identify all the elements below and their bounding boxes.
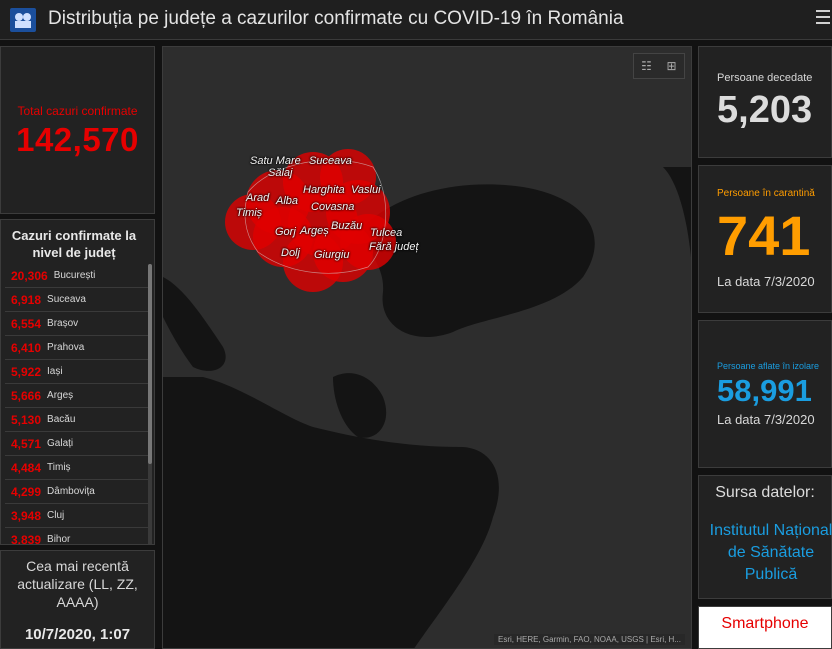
map-label-satu-mare: Satu Mare [250,155,301,167]
legend-list-icon[interactable]: ☷ [641,59,652,73]
county-name: Timiș [47,462,71,473]
map-label-arges: Argeș [300,225,329,237]
deaths-value: 5,203 [717,89,813,131]
county-row[interactable]: 5,130 Bacău [5,408,148,432]
county-name: Prahova [47,342,85,353]
county-name: Brașov [47,318,79,329]
quarantine-value: 741 [717,204,811,267]
isolation-panel: Persoane aflate în izolare 58,991 La dat… [698,320,832,468]
county-row[interactable]: 3,948 Cluj [5,504,148,528]
last-update-label: Cea mai recentă actualizare (LL, ZZ, AAA… [17,558,138,610]
deaths-panel: Persoane decedate 5,203 [698,46,832,158]
map-label-fara-judet: Fără județ [369,241,419,253]
county-case-count: 5,666 [11,388,42,403]
county-case-count: 4,484 [11,460,42,475]
data-source-label: Sursa datelor: [715,484,815,501]
map-label-gorj: Gorj [275,226,296,238]
county-cases-panel: Cazuri confirmate la nivel de județ 20,3… [0,219,155,545]
county-row[interactable]: 5,922 Iași [5,360,148,384]
county-case-count: 20,306 [11,268,48,283]
county-case-count: 5,130 [11,412,42,427]
isolation-value: 58,991 [717,373,812,408]
map-label-harghita: Harghita [303,184,345,196]
last-update-panel: Cea mai recentă actualizare (LL, ZZ, AAA… [0,550,155,649]
county-row[interactable]: 6,554 Brașov [5,312,148,336]
map-label-timis: Timiș [236,207,263,219]
county-case-count: 4,299 [11,484,42,499]
page-title: Distribuția pe județe a cazurilor confir… [48,8,624,29]
county-case-count: 6,410 [11,340,42,355]
county-case-count: 3,839 [11,532,42,545]
map-label-dolj: Dolj [281,247,300,259]
ministry-logo-icon [10,8,36,32]
county-case-count: 6,554 [11,316,42,331]
county-row[interactable]: 4,299 Dâmbovița [5,480,148,504]
basemap [163,47,691,648]
county-list-heading: Cazuri confirmate la nivel de județ [11,228,137,260]
map-label-buzau: Buzău [331,220,363,232]
map-label-tulcea: Tulcea [370,227,403,239]
data-source-link[interactable]: Institutul Național de Sănătate Publică [709,522,832,583]
total-cases-panel: Total cazuri confirmate 142,570 [0,46,155,214]
county-row[interactable]: 6,918 Suceava [5,288,148,312]
county-name: Iași [47,366,63,377]
deaths-label: Persoane decedate [717,72,813,84]
county-name: Argeș [47,390,74,401]
quarantine-panel: Persoane în carantină 741 La data 7/3/20… [698,165,832,313]
last-update-value: 10/7/2020, 1:07 [24,626,131,643]
county-list: 20,306 București 6,918 Suceava 6,554 Brașov 6,… [5,264,148,545]
isolation-date: La data 7/3/2020 [717,412,815,427]
map-label-suceava: Suceava [309,155,352,167]
county-row[interactable]: 4,484 Timiș [5,456,148,480]
county-row[interactable]: 20,306 București [5,264,148,288]
map-label-vaslui: Vaslui [351,184,381,196]
map-label-alba: Alba [276,195,299,207]
map-label-giurgiu: Giurgiu [314,249,350,261]
quarantine-label: Persoane în carantină [717,188,815,199]
map-controls: ☷ ⊞ [633,53,685,79]
county-name: Suceava [47,294,86,305]
county-case-count: 6,918 [11,292,42,307]
hamburger-menu-icon[interactable] [816,10,830,26]
county-row[interactable]: 4,571 Galați [5,432,148,456]
map-label-arad: Arad [246,192,270,204]
map-view[interactable]: ☷ ⊞ Satu Mare Suceava Sălaj Harghita Vas… [162,46,692,649]
county-row[interactable]: 3,839 Bihor [5,528,148,545]
county-row[interactable]: 6,410 Prahova [5,336,148,360]
county-name: Cluj [47,510,65,521]
county-case-count: 3,948 [11,508,42,523]
quarantine-date: La data 7/3/2020 [717,274,815,289]
county-name: Bihor [47,534,71,545]
county-name: Galați [47,438,74,449]
data-source-panel: Sursa datelor: Institutul Național de Să… [698,475,832,599]
isolation-label: Persoane aflate în izolare [717,361,820,371]
header-bar: Distribuția pe județe a cazurilor confir… [0,0,832,40]
smartphone-link[interactable]: Smartphone [721,615,809,632]
basemap-grid-icon[interactable]: ⊞ [666,59,677,73]
total-cases-label: Total cazuri confirmate [17,104,138,118]
county-case-count: 5,922 [11,364,42,379]
county-case-count: 4,571 [11,436,42,451]
county-name: București [53,270,96,281]
map-attribution[interactable]: Esri, HERE, Garmin, FAO, NOAA, USGS | Es… [494,634,685,645]
scrollbar-thumb[interactable] [148,264,152,464]
county-name: Dâmbovița [47,486,95,497]
county-list-scrollbar[interactable] [148,264,152,544]
county-name: Bacău [47,414,76,425]
map-label-covasna: Covasna [311,201,355,213]
total-cases-value: 142,570 [16,121,139,158]
smartphone-panel[interactable]: Smartphone [698,606,832,649]
map-label-salaj: Sălaj [268,167,293,179]
county-row[interactable]: 5,666 Argeș [5,384,148,408]
